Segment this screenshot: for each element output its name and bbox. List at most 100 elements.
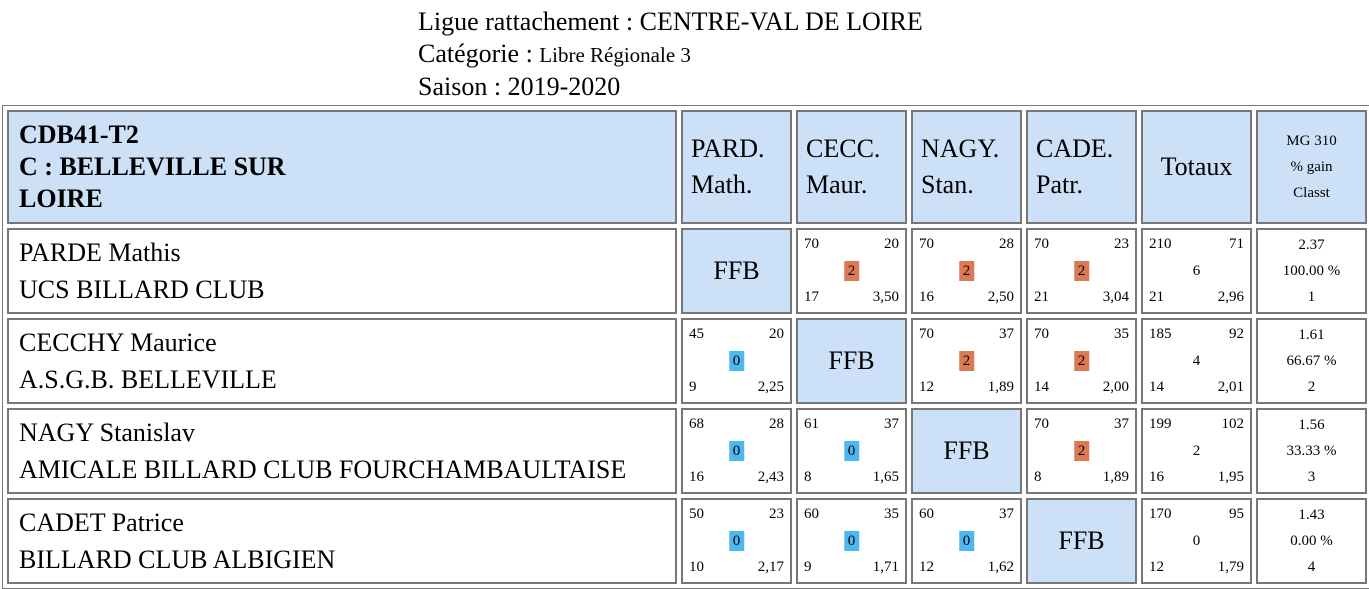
match-points-badge: 0 xyxy=(958,531,975,551)
totals-cell: 170 95 0 12 1,79 xyxy=(1141,498,1252,584)
saison-line: Saison : 2019-2020 xyxy=(418,72,621,101)
ffb-cell: FFB xyxy=(681,228,792,314)
player-name: CECCHY Maurice xyxy=(19,328,217,357)
categorie-value: Libre Régionale 3 xyxy=(539,43,691,67)
mg-header-line: Classt xyxy=(1293,185,1330,201)
match-score-cell: 68 28 0 16 2,43 xyxy=(681,408,792,494)
points: 70 xyxy=(1034,416,1049,432)
totals-cell: 185 92 4 14 2,01 xyxy=(1141,318,1252,404)
result-cell: 1.61 66.67 % 2 xyxy=(1256,318,1367,404)
result-cell: 1.56 33.33 % 3 xyxy=(1256,408,1367,494)
column-header-line: Stan. xyxy=(921,170,974,199)
match-score-cell: 60 37 0 12 1,62 xyxy=(911,498,1022,584)
match-points-badge: 0 xyxy=(843,441,860,461)
ffb-cell: FFB xyxy=(796,318,907,404)
match-points-badge: 0 xyxy=(843,531,860,551)
categorie-line: Catégorie : Libre Régionale 3 xyxy=(418,38,923,71)
player-name: PARDE Mathis xyxy=(19,238,181,267)
ffb-cell: FFB xyxy=(1026,498,1137,584)
player-name: NAGY Stanislav xyxy=(19,418,195,447)
match-points-badge: 2 xyxy=(1073,351,1090,371)
reprises: 23 xyxy=(1114,236,1129,252)
moyenne: 1,89 xyxy=(1102,469,1129,485)
moyenne: 2,25 xyxy=(757,379,784,395)
match-points-badge: 2 xyxy=(958,261,975,281)
match-points-badge: 2 xyxy=(843,261,860,281)
match-score-cell: 60 35 0 9 1,71 xyxy=(796,498,907,584)
match-points-badge: 2 xyxy=(1073,261,1090,281)
column-header: NAGY. Stan. xyxy=(911,110,1022,224)
reprises: 35 xyxy=(884,506,899,522)
table-row: CECCHY Maurice A.S.G.B. BELLEVILLE 45 20 0 9 2… xyxy=(7,318,1367,404)
mg-value: 1.56 xyxy=(1298,417,1325,433)
ligue-line: Ligue rattachement : CENTRE-VAL DE LOIRE xyxy=(418,7,923,36)
reprises: 37 xyxy=(999,326,1014,342)
gain-value: 100.00 % xyxy=(1282,263,1341,279)
classt-value: 3 xyxy=(1307,469,1316,485)
total-match-points: 0 xyxy=(1192,533,1201,549)
moyenne: 2,17 xyxy=(757,559,784,575)
serie: 12 xyxy=(919,559,934,575)
total-serie: 12 xyxy=(1149,559,1164,575)
serie: 14 xyxy=(1034,379,1049,395)
match-score-cell: 61 37 0 8 1,65 xyxy=(796,408,907,494)
points: 61 xyxy=(804,416,819,432)
mg-header-line: MG 310 xyxy=(1286,133,1337,149)
moyenne: 3,50 xyxy=(872,289,899,305)
match-points-badge: 0 xyxy=(728,441,745,461)
points: 60 xyxy=(804,506,819,522)
moyenne: 1,62 xyxy=(987,559,1014,575)
points: 45 xyxy=(689,326,704,342)
column-header-line: NAGY. xyxy=(921,134,1000,163)
points: 70 xyxy=(1034,326,1049,342)
competition-header: Ligue rattachement : CENTRE-VAL DE LOIRE… xyxy=(418,6,923,103)
result-cell: 2.37 100.00 % 1 xyxy=(1256,228,1367,314)
player-cell: PARDE Mathis UCS BILLARD CLUB xyxy=(7,228,677,314)
player-cell: CADET Patrice BILLARD CLUB ALBIGIEN xyxy=(7,498,677,584)
total-serie: 14 xyxy=(1149,379,1164,395)
total-points: 170 xyxy=(1149,506,1172,522)
reprises: 23 xyxy=(769,506,784,522)
table-header-row: CDB41-T2 C : BELLEVILLE SUR LOIRE PARD. … xyxy=(7,110,1367,224)
column-header-line: CADE. xyxy=(1036,134,1114,163)
total-moyenne: 2,01 xyxy=(1217,379,1244,395)
moyenne: 1,71 xyxy=(872,559,899,575)
player-club: AMICALE BILLARD CLUB FOURCHAMBAULTAISE xyxy=(19,455,627,484)
total-reprises: 102 xyxy=(1221,416,1245,432)
team-code: CDB41-T2 xyxy=(19,120,139,149)
table-row: CADET Patrice BILLARD CLUB ALBIGIEN 50 23 0 1… xyxy=(7,498,1367,584)
classt-value: 4 xyxy=(1307,559,1316,575)
reprises: 20 xyxy=(769,326,784,342)
serie: 8 xyxy=(1034,469,1042,485)
serie: 21 xyxy=(1034,289,1049,305)
serie: 12 xyxy=(919,379,934,395)
total-reprises: 71 xyxy=(1229,236,1244,252)
total-match-points: 2 xyxy=(1192,443,1201,459)
total-reprises: 92 xyxy=(1229,326,1244,342)
column-header-line: Maur. xyxy=(806,170,868,199)
match-score-cell: 70 20 2 17 3,50 xyxy=(796,228,907,314)
serie: 8 xyxy=(804,469,812,485)
total-points: 185 xyxy=(1149,326,1172,342)
moyenne: 2,50 xyxy=(987,289,1014,305)
team-name-line: LOIRE xyxy=(19,184,103,213)
match-points-badge: 0 xyxy=(728,351,745,371)
points: 70 xyxy=(804,236,819,252)
match-points-badge: 2 xyxy=(1073,441,1090,461)
match-score-cell: 70 23 2 21 3,04 xyxy=(1026,228,1137,314)
match-points-badge: 2 xyxy=(958,351,975,371)
points: 68 xyxy=(689,416,704,432)
points: 70 xyxy=(919,326,934,342)
gain-value: 0.00 % xyxy=(1290,533,1333,549)
ffb-cell: FFB xyxy=(911,408,1022,494)
moyenne: 1,89 xyxy=(987,379,1014,395)
moyenne: 3,04 xyxy=(1102,289,1129,305)
categorie-label: Catégorie : xyxy=(418,39,540,68)
mg-value: 2.37 xyxy=(1298,237,1325,253)
reprises: 28 xyxy=(769,416,784,432)
points: 70 xyxy=(919,236,934,252)
match-score-cell: 70 37 2 8 1,89 xyxy=(1026,408,1137,494)
match-score-cell: 50 23 0 10 2,17 xyxy=(681,498,792,584)
moyenne: 1,65 xyxy=(872,469,899,485)
classt-value: 2 xyxy=(1307,379,1316,395)
